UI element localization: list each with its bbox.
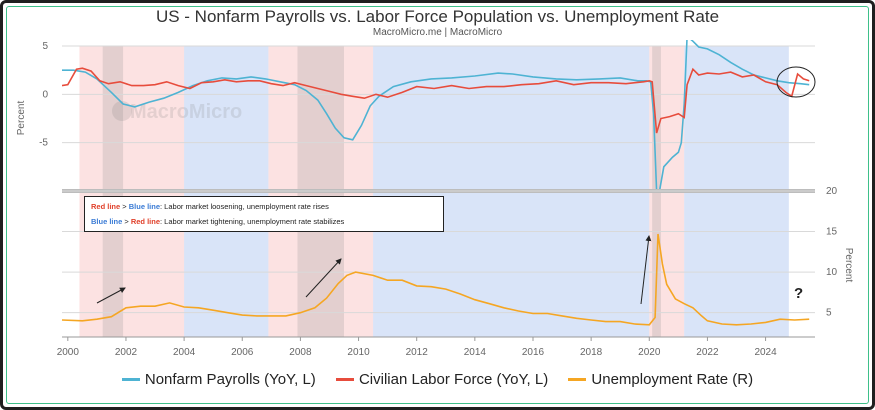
x-tick-label: 2008 [289, 347, 312, 358]
annotation-red-label: Red line [91, 202, 121, 211]
legend-label-laborforce: Civilian Labor Force (YoY, L) [358, 370, 549, 388]
x-tick-label: 2022 [696, 347, 719, 358]
x-tick-label: 2016 [522, 347, 545, 358]
annotation-text: : Labor market loosening, unemployment r… [160, 202, 329, 211]
annotation-operator: > [120, 202, 129, 211]
legend-item-unemployment[interactable]: Unemployment Rate (R) [568, 371, 753, 388]
annotation-line-1: Red line > Blue line: Labor market loose… [91, 199, 437, 214]
x-tick-label: 2024 [754, 347, 777, 358]
y-axis-title-right: Percent [843, 248, 854, 283]
y-tick-label-right: 20 [826, 186, 838, 197]
x-tick-label: 2002 [115, 347, 138, 358]
watermark-logo-icon [112, 101, 132, 121]
legend-swatch-payrolls [121, 378, 140, 382]
y-tick-label-right: 5 [826, 308, 832, 319]
y-tick-label-left: -5 [39, 138, 48, 149]
annotation-arrow [305, 258, 342, 298]
frame-border [6, 6, 869, 404]
series-line-laborforce [62, 67, 810, 134]
annotation-blue-label: Blue line [91, 217, 123, 226]
legend-swatch-laborforce [335, 378, 354, 382]
chart-subtitle: MacroMicro.me | MacroMicro [372, 27, 503, 38]
y-axis-title-left: Percent [16, 101, 27, 136]
chart-legend: Nonfarm Payrolls (YoY, L) Civilian Labor… [0, 370, 875, 388]
annotation-line-2: Blue line > Red line: Labor market tight… [91, 214, 437, 229]
x-tick-label: 2010 [347, 347, 370, 358]
annotation-arrow [640, 235, 652, 305]
x-tick-label: 2004 [173, 347, 196, 358]
annotation-operator: > [122, 217, 131, 226]
x-tick-label: 2000 [57, 347, 80, 358]
x-tick-label: 2020 [638, 347, 661, 358]
series-line-unemployment [61, 233, 810, 326]
legend-label-payrolls: Nonfarm Payrolls (YoY, L) [144, 370, 316, 388]
y-tick-label-left: 0 [42, 89, 48, 100]
x-tick-label: 2018 [580, 347, 603, 358]
annotation-arrow [96, 287, 126, 304]
y-tick-label-left: 5 [42, 41, 48, 52]
x-tick-label: 2014 [464, 347, 487, 358]
highlight-ellipse [776, 66, 816, 98]
legend-label-unemployment: Unemployment Rate (R) [591, 370, 754, 388]
y-tick-label-right: 10 [826, 267, 838, 278]
y-tick-label-right: 15 [826, 227, 838, 238]
x-tick-label: 2012 [406, 347, 429, 358]
annotation-box: Red line > Blue line: Labor market loose… [84, 196, 444, 232]
chart-title: US - Nonfarm Payrolls vs. Labor Force Po… [155, 7, 720, 26]
annotation-blue-label: Blue line [128, 202, 161, 211]
annotation-text: : Labor market tightening, unemployment … [160, 217, 345, 226]
watermark-text: MacroMicro [130, 101, 242, 123]
legend-swatch-unemployment [568, 378, 587, 382]
x-tick-label: 2006 [231, 347, 254, 358]
legend-item-laborforce[interactable]: Civilian Labor Force (YoY, L) [335, 370, 549, 388]
question-mark-annotation: ? [794, 285, 804, 302]
legend-item-payrolls[interactable]: Nonfarm Payrolls (YoY, L) [121, 370, 316, 388]
annotation-red-label: Red line [130, 217, 161, 226]
